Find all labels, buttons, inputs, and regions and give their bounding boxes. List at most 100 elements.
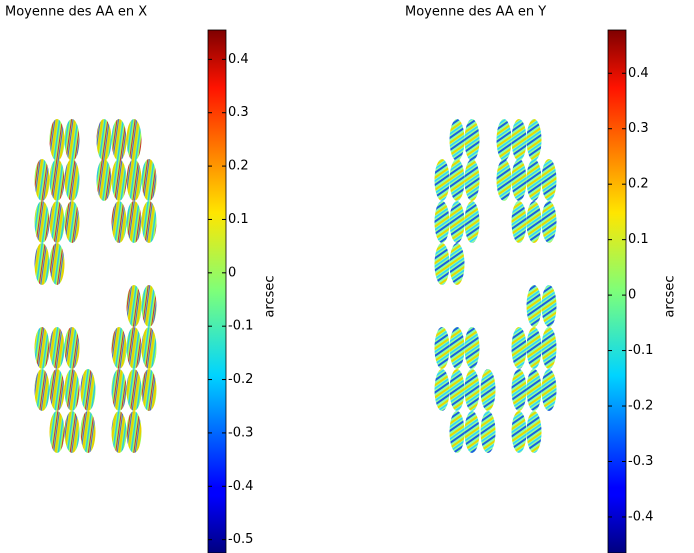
colorbar-tick-label: 0.2: [228, 159, 249, 174]
segment-map: [126, 327, 142, 369]
segment-map: [64, 411, 80, 453]
colorbar-tick-label: -0.1: [228, 319, 253, 334]
segment-map: [111, 327, 127, 369]
colorbar-tick-label: 0: [628, 288, 636, 303]
segment-map: [511, 201, 527, 243]
colorbar-tick-label: -0.1: [628, 343, 653, 358]
segment-map: [541, 285, 557, 327]
segment-map: [541, 327, 557, 369]
segment-map: [141, 159, 157, 201]
segment-map: [64, 119, 80, 161]
segment-map: [34, 327, 50, 369]
segment-map: [141, 369, 157, 411]
colorbar: [207, 29, 227, 553]
segment-map: [449, 159, 465, 201]
segment-map: [141, 201, 157, 243]
segment-map: [496, 159, 512, 201]
segment-map: [34, 159, 50, 201]
colorbar-tick-label: 0.4: [628, 66, 649, 81]
segment-map: [449, 201, 465, 243]
segment-map: [111, 201, 127, 243]
segment-map: [64, 159, 80, 201]
segment-map: [511, 327, 527, 369]
segment-map: [141, 285, 157, 327]
segment-map: [34, 369, 50, 411]
segment-map: [64, 369, 80, 411]
segment-map: [434, 243, 450, 285]
segment-map: [480, 411, 496, 453]
segment-map: [34, 243, 50, 285]
segment-map: [126, 411, 142, 453]
field-map: [34, 119, 157, 453]
segment-map: [464, 327, 480, 369]
segment-map: [449, 327, 465, 369]
segment-map: [64, 327, 80, 369]
segment-map: [526, 201, 542, 243]
segment-map: [111, 369, 127, 411]
segment-map: [449, 369, 465, 411]
segment-map: [34, 201, 50, 243]
segment-map: [126, 201, 142, 243]
segment-map: [49, 369, 65, 411]
colorbar: [607, 29, 627, 553]
segment-map: [434, 327, 450, 369]
segment-map: [541, 159, 557, 201]
segment-map: [49, 243, 65, 285]
segment-map: [526, 411, 542, 453]
panel: Moyenne des AA en X 0.4 0.3 0.2 0.1 0 -0.1 -0.2…: [5, 5, 278, 553]
colorbar-label: arcsec: [263, 275, 278, 317]
colorbar-tick-label: 0: [228, 265, 236, 280]
segment-map: [526, 119, 542, 161]
segment-map: [434, 159, 450, 201]
segment-map: [464, 411, 480, 453]
segment-map: [80, 369, 96, 411]
colorbar-tick-label: 0.3: [628, 121, 649, 136]
segment-map: [449, 119, 465, 161]
segment-map: [111, 159, 127, 201]
colorbar-label: arcsec: [663, 275, 678, 317]
segment-map: [96, 119, 112, 161]
colorbar-tick-label: -0.4: [628, 509, 653, 524]
segment-map: [434, 369, 450, 411]
segment-map: [49, 159, 65, 201]
segment-map: [96, 159, 112, 201]
segment-map: [464, 159, 480, 201]
colorbar-tick-label: 0.1: [228, 212, 249, 227]
segment-map: [526, 285, 542, 327]
segment-map: [526, 369, 542, 411]
segment-map: [126, 369, 142, 411]
colorbar-tick-label: 0.3: [228, 105, 249, 120]
colorbar-tick-label: -0.3: [228, 425, 253, 440]
segment-map: [511, 159, 527, 201]
segment-map: [141, 327, 157, 369]
colorbar-tick-label: -0.2: [228, 372, 253, 387]
segment-map: [464, 201, 480, 243]
segment-map: [541, 201, 557, 243]
segment-map: [449, 243, 465, 285]
segment-map: [49, 327, 65, 369]
segment-map: [80, 411, 96, 453]
segment-map: [464, 369, 480, 411]
field-map: [434, 119, 557, 453]
segment-map: [511, 369, 527, 411]
segment-map: [49, 201, 65, 243]
segment-map: [126, 285, 142, 327]
panel: Moyenne des AA en Y 0.4 0.3 0.2 0.1 0 -0.1 -0.2…: [405, 5, 678, 553]
segment-map: [449, 411, 465, 453]
panel-title: Moyenne des AA en X: [5, 5, 147, 20]
segment-map: [526, 327, 542, 369]
segment-map: [526, 159, 542, 201]
panel-title: Moyenne des AA en Y: [405, 5, 546, 20]
segment-map: [511, 119, 527, 161]
segment-map: [541, 369, 557, 411]
segment-map: [111, 411, 127, 453]
segment-map: [480, 369, 496, 411]
segment-map: [111, 119, 127, 161]
segment-map: [64, 201, 80, 243]
colorbar-tick-label: -0.2: [628, 399, 653, 414]
segment-map: [49, 119, 65, 161]
colorbar-tick-label: 0.1: [628, 232, 649, 247]
segment-map: [511, 411, 527, 453]
segment-map: [434, 201, 450, 243]
